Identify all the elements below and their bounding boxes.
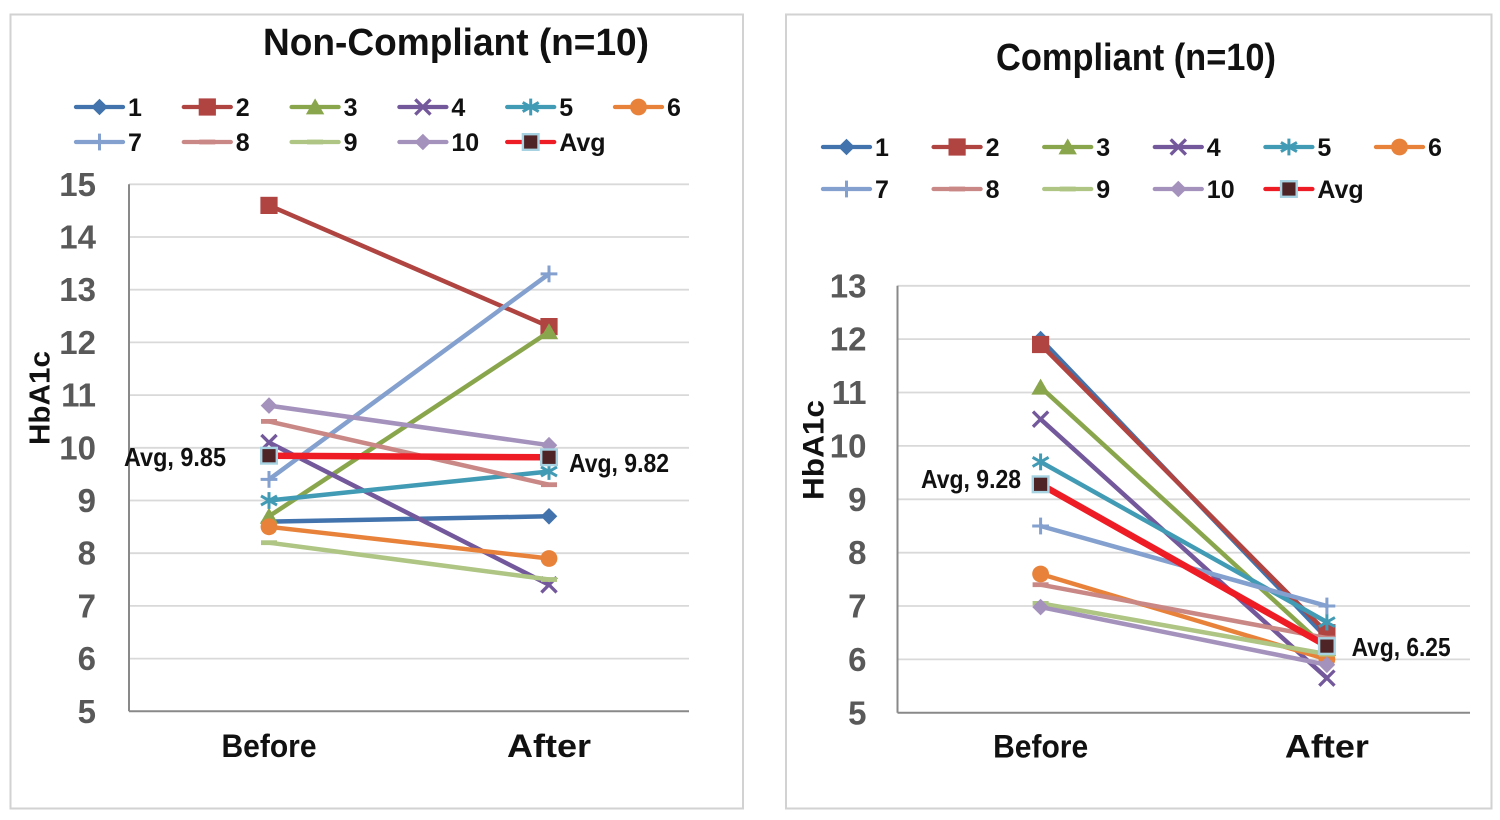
svg-text:11: 11 <box>61 377 96 414</box>
svg-text:Compliant (n=10): Compliant (n=10) <box>996 37 1276 79</box>
svg-text:9: 9 <box>848 481 866 518</box>
svg-text:3: 3 <box>1096 134 1110 162</box>
svg-text:9: 9 <box>1096 176 1110 204</box>
svg-text:6: 6 <box>78 640 96 677</box>
svg-text:7: 7 <box>128 129 142 157</box>
svg-text:HbA1c: HbA1c <box>25 351 57 445</box>
svg-text:HbA1c: HbA1c <box>798 400 831 500</box>
svg-text:Avg, 9.82: Avg, 9.82 <box>569 448 669 478</box>
svg-text:10: 10 <box>451 129 479 157</box>
svg-text:7: 7 <box>848 588 866 625</box>
svg-text:11: 11 <box>832 374 867 411</box>
svg-text:5: 5 <box>78 693 96 730</box>
svg-text:8: 8 <box>848 534 866 571</box>
svg-text:Avg: Avg <box>559 129 605 157</box>
svg-text:6: 6 <box>667 94 681 122</box>
svg-text:10: 10 <box>830 427 867 464</box>
svg-text:3: 3 <box>344 94 358 122</box>
svg-text:Avg, 9.85: Avg, 9.85 <box>124 442 226 472</box>
svg-text:After: After <box>507 728 591 764</box>
svg-text:Non-Compliant (n=10): Non-Compliant (n=10) <box>263 22 649 64</box>
svg-text:1: 1 <box>875 134 889 162</box>
svg-text:2: 2 <box>986 134 1000 162</box>
svg-text:12: 12 <box>830 321 867 358</box>
svg-text:2: 2 <box>236 94 250 122</box>
svg-text:5: 5 <box>848 694 866 731</box>
svg-text:13: 13 <box>59 271 96 308</box>
svg-text:9: 9 <box>344 129 358 157</box>
svg-text:6: 6 <box>848 641 866 678</box>
svg-text:Before: Before <box>993 729 1088 765</box>
svg-text:8: 8 <box>78 535 96 572</box>
svg-text:4: 4 <box>1207 134 1221 162</box>
svg-text:15: 15 <box>59 166 96 203</box>
svg-text:After: After <box>1285 729 1369 765</box>
svg-text:Avg, 9.28: Avg, 9.28 <box>921 464 1021 494</box>
svg-text:Avg: Avg <box>1317 176 1363 204</box>
svg-text:10: 10 <box>1207 176 1235 204</box>
svg-text:5: 5 <box>559 94 573 122</box>
svg-text:14: 14 <box>59 219 96 256</box>
svg-text:8: 8 <box>986 176 1000 204</box>
svg-text:8: 8 <box>236 129 250 157</box>
svg-text:4: 4 <box>451 94 465 122</box>
svg-text:7: 7 <box>875 176 889 204</box>
svg-text:7: 7 <box>78 587 96 624</box>
svg-text:Before: Before <box>222 728 317 764</box>
svg-text:13: 13 <box>830 267 867 304</box>
svg-text:10: 10 <box>59 429 96 466</box>
svg-text:6: 6 <box>1428 134 1442 162</box>
svg-text:Avg, 6.25: Avg, 6.25 <box>1352 632 1451 662</box>
svg-text:12: 12 <box>59 324 96 361</box>
svg-text:5: 5 <box>1317 134 1331 162</box>
svg-text:9: 9 <box>78 482 96 519</box>
svg-text:1: 1 <box>128 94 142 122</box>
